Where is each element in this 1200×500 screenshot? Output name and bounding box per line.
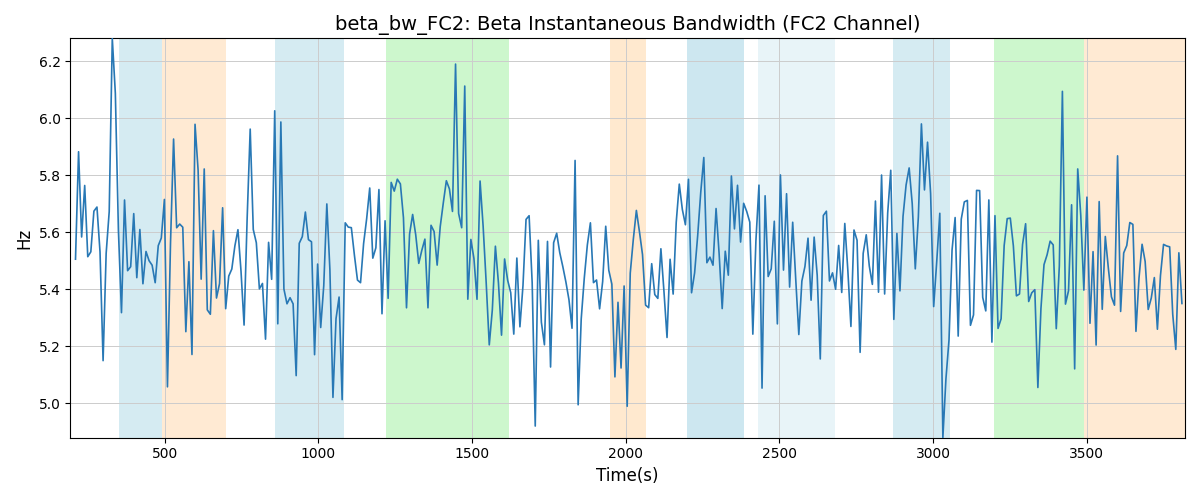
- Bar: [611, 38, 646, 438]
- Bar: [995, 38, 1084, 438]
- Title: beta_bw_FC2: Beta Instantaneous Bandwidth (FC2 Channel): beta_bw_FC2: Beta Instantaneous Bandwidt…: [335, 15, 920, 35]
- Bar: [1084, 38, 1186, 438]
- Bar: [757, 38, 835, 438]
- X-axis label: Time(s): Time(s): [596, 467, 659, 485]
- Bar: [386, 38, 509, 438]
- Bar: [162, 38, 226, 438]
- Bar: [893, 38, 950, 438]
- Bar: [688, 38, 744, 438]
- Bar: [275, 38, 344, 438]
- Y-axis label: Hz: Hz: [16, 228, 34, 248]
- Bar: [119, 38, 162, 438]
